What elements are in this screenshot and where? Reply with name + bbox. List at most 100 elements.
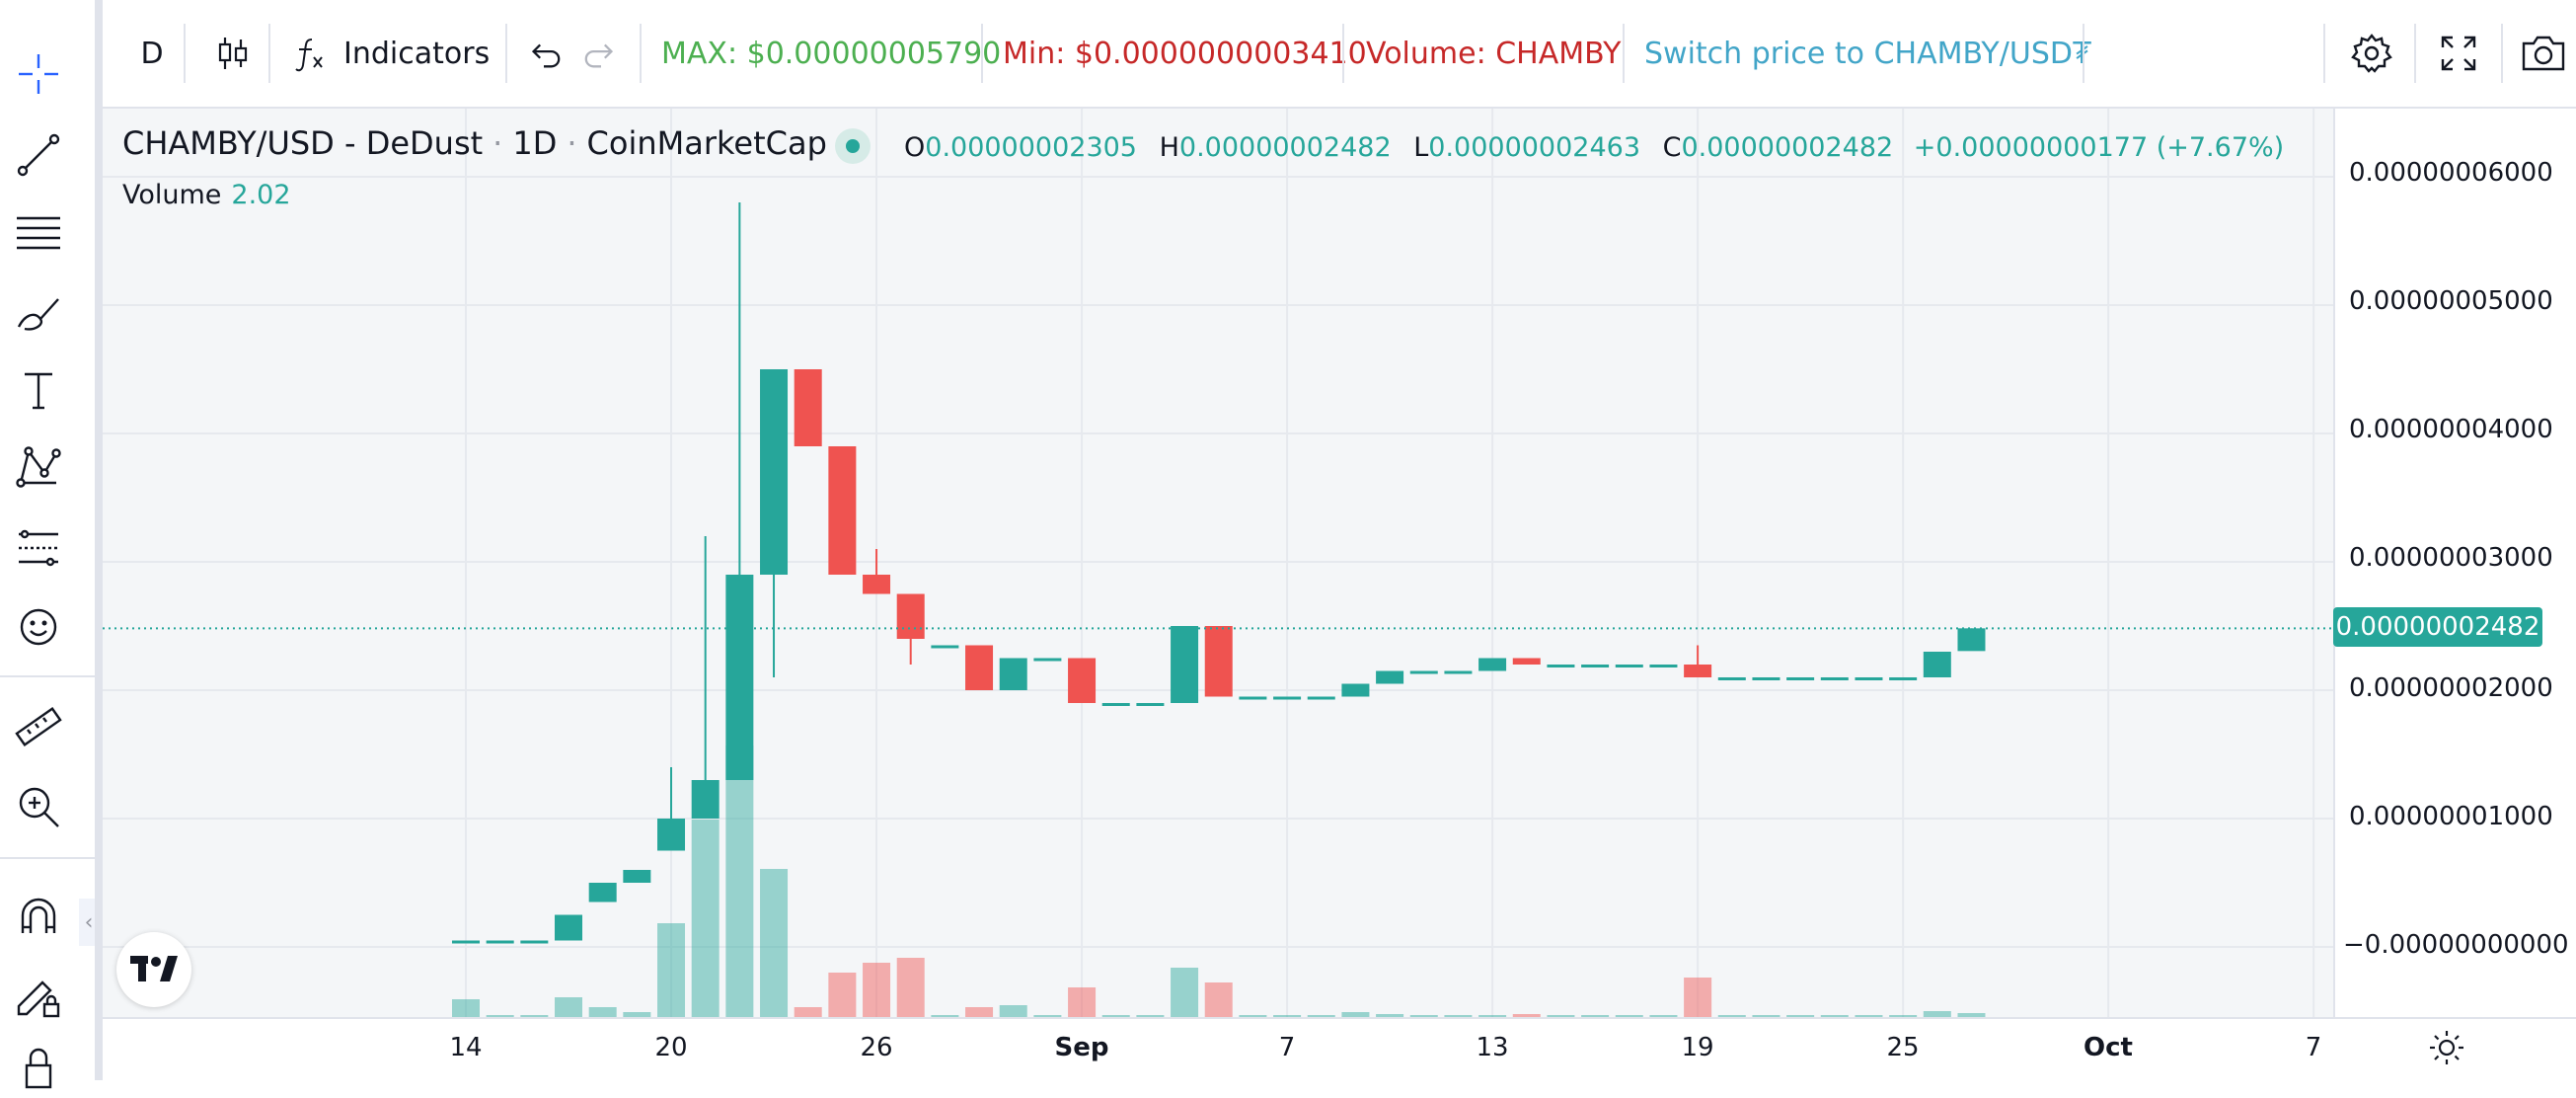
volume-bar [555,997,583,1017]
candle-body [1136,703,1165,706]
candle-body [931,645,959,649]
magnet-icon[interactable] [8,885,69,946]
drawing-toolbar [0,0,95,1089]
volume-bar [1717,1015,1746,1017]
volume-bar [1444,1015,1473,1017]
price-axis-label: 0.00000003000 [2349,543,2553,573]
candle-body [1171,626,1199,703]
volume-bar [794,1007,822,1017]
fullscreen-icon[interactable] [2422,24,2495,83]
trend-line-icon[interactable] [8,124,69,186]
time-axis-label: 14 [449,1033,483,1062]
time-axis-label: 7 [2305,1033,2322,1062]
volume-legend-value: 2.02 [231,180,291,210]
candle-body [1684,665,1712,677]
candle-body [520,940,549,944]
volume-bar [1615,1015,1643,1017]
volume-bar [760,869,789,1017]
undo-icon[interactable] [517,24,570,83]
candle-body [1547,665,1575,667]
toolbar-divider [2414,24,2416,83]
pattern-icon[interactable] [8,436,69,498]
time-axis[interactable] [103,1017,2576,1082]
volume-bar [931,1015,959,1017]
volume-bar [1889,1015,1918,1017]
horizontal-lines-icon[interactable] [8,201,69,263]
switch-price-button[interactable]: Switch price to CHAMBY/USD₮ [1644,36,2092,71]
candle-body [1717,677,1746,680]
lock-icon[interactable] [8,1037,69,1098]
toolbar-divider [184,24,186,83]
toolbar-divider [505,24,507,83]
candle-body [1786,677,1815,680]
volume-bar [1478,1015,1507,1017]
ruler-icon[interactable] [8,697,69,758]
volume-bar [452,999,480,1017]
candle-body [760,369,789,575]
tradingview-logo[interactable] [116,932,191,1007]
candle-body [1204,626,1233,697]
candlestick-chart[interactable] [103,109,2333,1017]
emoji-icon[interactable] [8,596,69,658]
volume-bar [1307,1015,1335,1017]
interval-button[interactable]: D [132,24,172,83]
time-axis-label: 26 [860,1033,893,1062]
toolbar-divider [0,675,95,677]
volume-bar [623,1012,651,1017]
max-price-label: MAX: $0.00000005790 [661,36,1002,71]
candle-body [1512,658,1541,665]
theme-toggle-icon[interactable] [2426,1027,2467,1068]
indicators-button[interactable]: Indicators [290,24,490,83]
low-value: 0.00000002463 [1428,132,1641,163]
candle-body [1478,658,1507,671]
volume-bar [1273,1015,1302,1017]
symbol-name: CHAMBY/USD - DeDust [122,124,484,162]
candle-body [1615,665,1643,667]
camera-icon[interactable] [2507,24,2576,83]
volume-bar [725,745,754,1017]
volume-bar [1820,1015,1849,1017]
ohlc-values: O0.00000002305 H0.00000002482 L0.0000000… [904,132,2284,163]
toolbar-divider [0,857,95,859]
volume-bar [863,963,891,1017]
forecast-icon[interactable] [8,517,69,579]
volume-bar [1171,968,1199,1017]
candle-body [691,780,720,819]
candle-body [452,940,480,944]
candle-body [1101,703,1130,706]
text-tool-icon[interactable] [8,359,69,421]
candle-body [588,883,617,902]
symbol-legend[interactable]: CHAMBY/USD - DeDust · 1D · CoinMarketCap [122,124,827,162]
chart-pane[interactable] [103,109,2333,1017]
collapse-toolbar-button[interactable]: ‹ [79,899,99,946]
brush-icon[interactable] [8,282,69,344]
settings-icon[interactable] [2335,24,2408,83]
last-price-label: 0.00000002482 [2333,607,2542,647]
candle-body [1444,670,1473,674]
candle-body [1409,670,1438,674]
volume-bar [1204,982,1233,1017]
open-value: 0.00000002305 [925,132,1137,163]
volume-bar [1684,978,1712,1017]
volume-bar [1855,1015,1883,1017]
candle-body [965,645,994,690]
volume-bar [1376,1014,1404,1017]
price-axis[interactable] [2333,109,2576,1017]
legend-separator: · [492,124,503,162]
volume-legend[interactable]: Volume 2.02 [122,180,291,210]
toolbar-divider [640,24,642,83]
volume-legend-label: Volume [122,180,222,210]
candle-body [1273,696,1302,700]
volume-bar [896,958,925,1017]
change-value: +0.00000000177 (+7.67%) [1913,132,2285,163]
candles-icon[interactable] [201,24,265,83]
redo-icon[interactable] [574,24,628,83]
crosshair-icon[interactable] [8,43,69,105]
volume-bar [1547,1015,1575,1017]
volume-bar [588,1007,617,1017]
zoom-in-icon[interactable] [8,776,69,837]
market-status-icon[interactable] [835,128,871,164]
candle-body [1923,652,1951,677]
lock-drawings-icon[interactable] [8,964,69,1025]
